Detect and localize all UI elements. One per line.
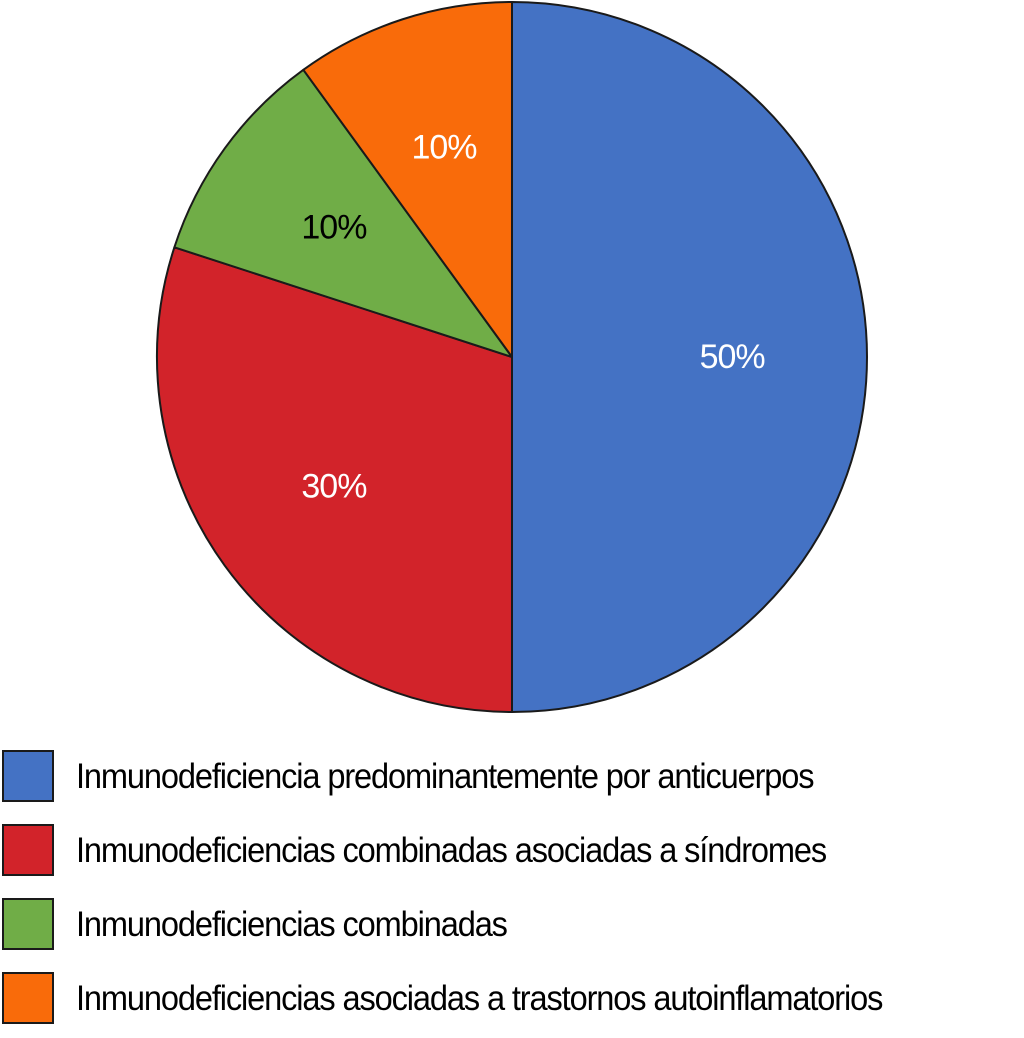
- legend-item-3: Inmunodeficiencias combinadas: [0, 892, 1024, 958]
- pie-slices: [156, 1, 868, 713]
- legend-swatch-2: [2, 824, 54, 876]
- pie-slice-4: [302, 1, 513, 358]
- legend-item-4: Inmunodeficiencias asociadas a trastorno…: [0, 966, 1024, 1032]
- slice-label-3: 10%: [301, 209, 367, 247]
- legend-swatch-1: [2, 750, 54, 802]
- pie-slice-2: [156, 246, 513, 713]
- legend-label-2: Inmunodeficiencias combinadas asociadas …: [76, 831, 827, 870]
- legend-swatch-4: [2, 972, 54, 1024]
- legend-label-4: Inmunodeficiencias asociadas a trastorno…: [76, 979, 883, 1018]
- legend-item-2: Inmunodeficiencias combinadas asociadas …: [0, 818, 1024, 884]
- slice-label-2: 30%: [301, 467, 367, 505]
- pie-slice-3: [173, 68, 513, 358]
- slice-label-1: 50%: [700, 338, 766, 376]
- legend-item-1: Inmunodeficiencia predominantemente por …: [0, 744, 1024, 810]
- pie-slice-1: [511, 1, 868, 713]
- legend-label-1: Inmunodeficiencia predominantemente por …: [76, 757, 815, 796]
- pie-slice-labels: 50% 30% 10% 10%: [301, 129, 766, 506]
- pie-chart: 50% 30% 10% 10%: [156, 1, 868, 713]
- legend-swatch-3: [2, 898, 54, 950]
- slice-label-4: 10%: [411, 129, 477, 167]
- legend-label-3: Inmunodeficiencias combinadas: [76, 905, 508, 944]
